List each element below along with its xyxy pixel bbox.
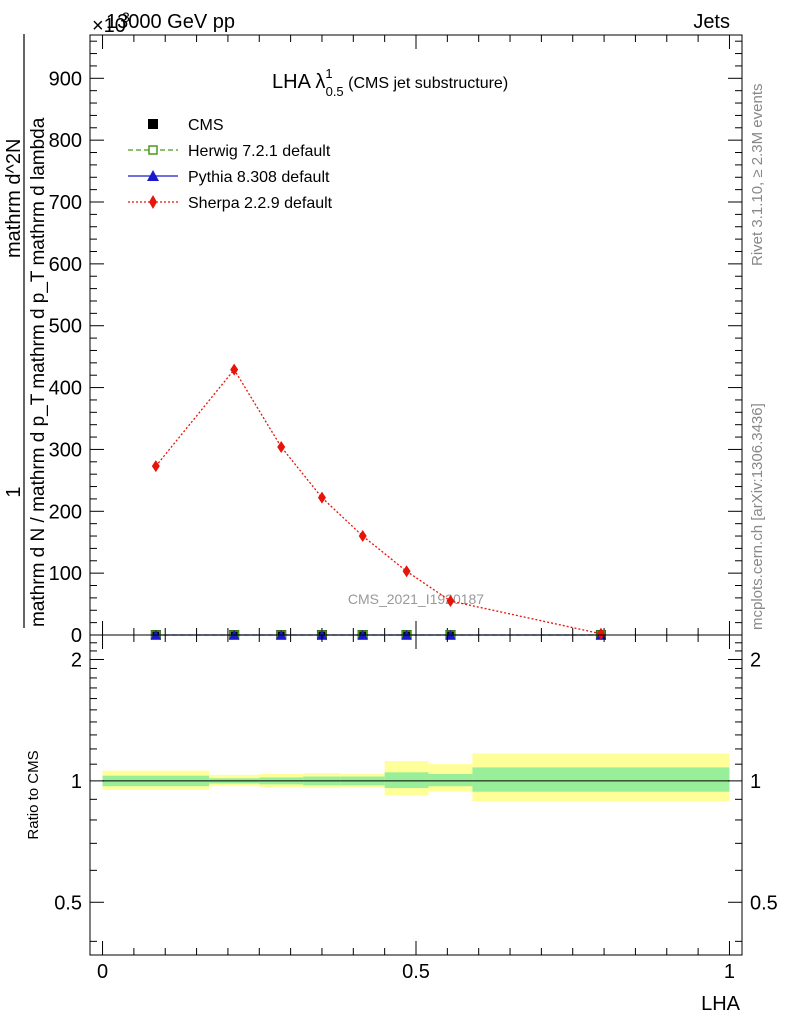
data-point-sherpa: [402, 565, 411, 578]
main-y-axis: 0 100 200 300 400 500 600 700 800 900: [49, 35, 742, 647]
ratio-y-tick-label: 0.5: [54, 892, 82, 914]
ratio-y-label: Ratio to CMS: [25, 750, 42, 839]
y-tick-label: 900: [49, 68, 82, 90]
main-panel: 0 100 200 300 400 500 600 700 800 900 CMS_2021_I1…: [3, 34, 743, 647]
x-tick-label: 0.5: [402, 961, 430, 983]
x-tick-label: 1: [724, 961, 735, 983]
main-y-axis-label: 1 mathrm d^2N mathrm d N / mathrm d p_T …: [3, 34, 49, 628]
data-point-sherpa: [230, 363, 239, 376]
x-tick-label: 0: [97, 961, 108, 983]
data-point-sherpa: [446, 594, 455, 607]
ratio-y-tick-label-right: 2: [750, 649, 761, 671]
y-tick-label: 800: [49, 130, 82, 152]
ratio-y-tick-label: 1: [71, 771, 82, 793]
y-tick-label: 400: [49, 378, 82, 400]
legend-label: CMS: [188, 117, 224, 134]
exponent-label: ×10: [92, 15, 126, 37]
y-tick-label: 500: [49, 316, 82, 338]
legend-marker: [147, 170, 159, 181]
data-point-sherpa: [151, 460, 160, 473]
legend-label: Pythia 8.308 default: [188, 169, 330, 186]
data-point-sherpa: [596, 627, 605, 640]
plot-title: LHA λ1 0.5 (CMS jet substructure): [272, 66, 508, 99]
series-line: [155, 368, 602, 635]
legend-marker: [148, 119, 158, 129]
y-tick-label: 0: [71, 625, 82, 647]
ratio-uncertainty-bands: [102, 753, 730, 802]
ratio-stat-band: [472, 767, 730, 792]
legend-label: Sherpa 2.2.9 default: [188, 195, 333, 212]
ratio-y-tick-label-right: 1: [750, 771, 761, 793]
ratio-panel: 0.5 0.5 1 1 2 2 0 0.5 1 Ratio to CMS LHA: [25, 634, 778, 1015]
y-tick-label: 300: [49, 439, 82, 461]
y-tick-label: 200: [49, 501, 82, 523]
y-label-denominator: mathrm d N / mathrm d p_T mathrm d p_T m…: [28, 117, 49, 627]
ratio-y-tick-label-right: 0.5: [750, 892, 778, 914]
y-tick-label: 100: [49, 563, 82, 585]
ratio-axes: 0.5 0.5 1 1 2 2 0 0.5 1: [54, 635, 778, 983]
legend-label: Herwig 7.2.1 default: [188, 143, 331, 160]
x-axis-label: LHA: [701, 993, 741, 1015]
rivet-version-label: Rivet 3.1.10, ≥ 2.3M events: [749, 84, 766, 267]
ratio-stat-band: [428, 774, 473, 787]
y-tick-label: 600: [49, 254, 82, 276]
y-label-numerator: 1: [3, 486, 25, 497]
ratio-y-tick-label: 2: [71, 649, 82, 671]
y-label-d2n: mathrm d^2N: [3, 139, 25, 258]
beam-energy-label: 13000 GeV pp: [106, 11, 235, 33]
data-point-sherpa: [358, 530, 367, 543]
y-tick-label: 700: [49, 192, 82, 214]
data-point-sherpa: [277, 440, 286, 453]
mcplots-credit-label: mcplots.cern.ch [arXiv:1306.3436]: [749, 403, 766, 630]
data-point-sherpa: [317, 491, 326, 504]
legend-marker: [149, 195, 157, 209]
watermark: CMS_2021_I1920187: [348, 591, 484, 607]
legend-marker: [148, 145, 158, 155]
jets-label: Jets: [693, 11, 730, 33]
exponent-power: 3: [122, 9, 130, 25]
ratio-stat-band: [384, 772, 429, 789]
legend: CMS Herwig 7.2.1 default Pythia 8.308 defa…: [128, 117, 333, 212]
